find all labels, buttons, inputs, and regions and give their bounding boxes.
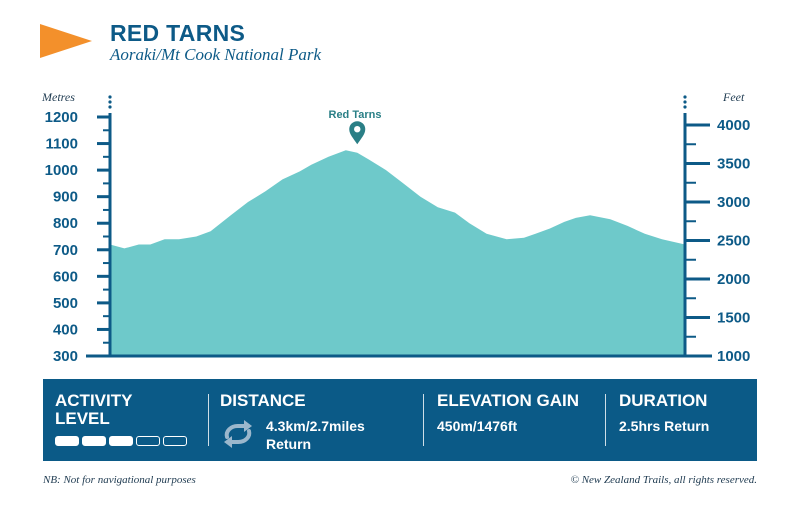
- activity-section: ACTIVITY LEVEL: [55, 379, 235, 461]
- page-title: RED TARNS: [110, 20, 246, 46]
- pin-shape: [349, 121, 366, 145]
- duration-section: DURATION 2.5hrs Return: [619, 379, 749, 461]
- footer-copyright: © New Zealand Trails, all rights reserve…: [570, 474, 757, 486]
- location-pin-icon: [349, 121, 366, 145]
- axis-continuation-dot: [683, 95, 687, 99]
- elevation-section: ELEVATION GAIN 450m/1476ft: [437, 379, 612, 461]
- activity-level-segment: [136, 436, 160, 446]
- axis-continuation-dot: [108, 105, 112, 109]
- duration-value: 2.5hrs Return: [619, 418, 710, 434]
- divider: [423, 394, 424, 446]
- left-tick-label: 1000: [45, 162, 78, 179]
- left-tick-label: 500: [53, 295, 78, 312]
- left-tick-label: 800: [53, 215, 78, 232]
- elevation-area-group: [86, 150, 712, 358]
- activity-level-meter: [55, 436, 187, 446]
- right-axis: 1000 1500 2000 2500 3000 3500 4000: [683, 95, 750, 365]
- left-tick-label: 700: [53, 242, 78, 259]
- elevation-area: [110, 150, 685, 356]
- left-tick-label: 1100: [45, 136, 78, 153]
- elevation-title: ELEVATION GAIN: [437, 391, 579, 410]
- right-tick-label: 3500: [717, 156, 750, 173]
- distance-return: Return: [266, 436, 312, 452]
- left-tick-label: 300: [53, 348, 78, 365]
- activity-title-line1: ACTIVITY: [55, 391, 133, 410]
- summit-annotation: Red Tarns: [329, 109, 382, 145]
- left-tick-label: 400: [53, 321, 78, 338]
- activity-level-segment: [82, 436, 106, 446]
- distance-title: DISTANCE: [220, 391, 306, 410]
- distance-section: DISTANCE 4.3km/2.7miles Return: [220, 379, 420, 461]
- divider: [208, 394, 209, 446]
- axis-continuation-dot: [683, 105, 687, 109]
- left-tick-label: 600: [53, 268, 78, 285]
- summit-label: Red Tarns: [329, 109, 382, 121]
- left-tick-label: 900: [53, 189, 78, 206]
- right-axis-label: Feet: [722, 90, 745, 104]
- right-tick-label: 1000: [717, 348, 750, 365]
- distance-value: 4.3km/2.7miles: [266, 418, 365, 434]
- elevation-value: 450m/1476ft: [437, 418, 518, 434]
- elevation-chart: 300 400 500 600 700 800 900 1000 1100 1200 1000 15…: [41, 90, 750, 365]
- activity-level-segment: [163, 436, 187, 446]
- right-tick-label: 3000: [717, 194, 750, 211]
- loop-arrows-icon: [224, 420, 252, 448]
- trail-info-panel: ACTIVITY LEVEL DISTANCE 4.3km/2.7miles R…: [43, 379, 757, 461]
- activity-title-line2: LEVEL: [55, 409, 110, 428]
- right-tick-label: 1500: [717, 310, 750, 327]
- page-subtitle: Aoraki/Mt Cook National Park: [110, 45, 322, 64]
- left-axis: 300 400 500 600 700 800 900 1000 1100 1200: [45, 95, 112, 365]
- header: RED TARNS Aoraki/Mt Cook National Park: [0, 0, 800, 80]
- axis-continuation-dot: [108, 95, 112, 99]
- left-axis-label: Metres: [41, 90, 75, 104]
- right-tick-label: 4000: [717, 117, 750, 134]
- footer-note: NB: Not for navigational purposes: [43, 474, 196, 486]
- activity-level-segment: [55, 436, 79, 446]
- activity-level-segment: [109, 436, 133, 446]
- left-tick-label: 1200: [45, 109, 78, 126]
- axis-continuation-dot: [108, 100, 112, 104]
- duration-title: DURATION: [619, 391, 708, 410]
- pin-hole: [354, 125, 361, 133]
- right-tick-label: 2000: [717, 271, 750, 288]
- right-tick-label: 2500: [717, 233, 750, 250]
- divider: [605, 394, 606, 446]
- flag-icon: [40, 24, 92, 58]
- axis-continuation-dot: [683, 100, 687, 104]
